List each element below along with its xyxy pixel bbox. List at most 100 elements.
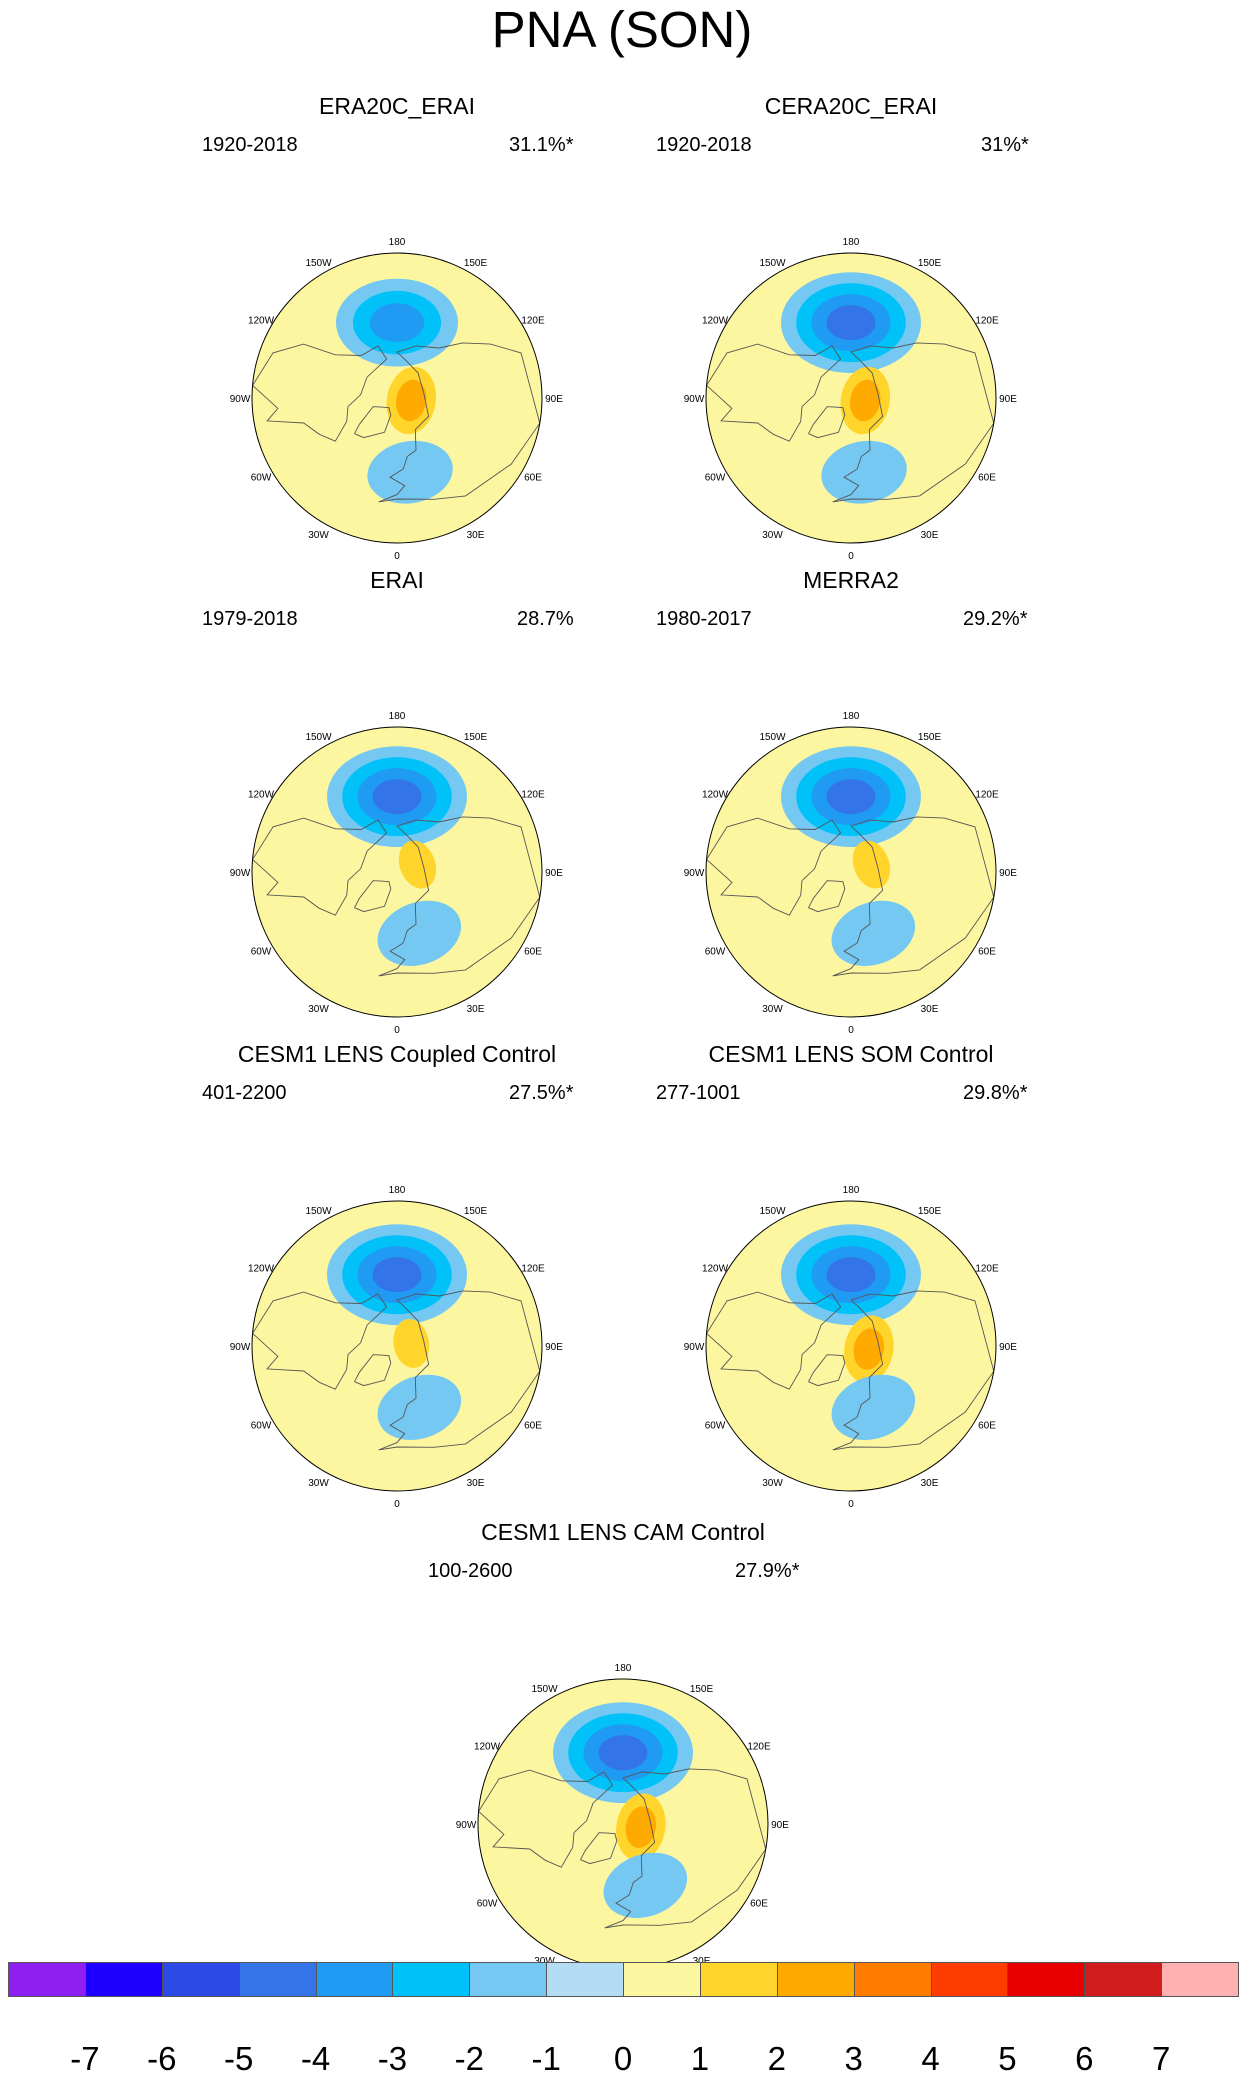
coastline	[354, 880, 392, 913]
longitude-label: 150E	[464, 1206, 488, 1217]
coastline	[354, 406, 392, 439]
longitude-label: 180	[615, 1663, 632, 1674]
longitude-label: 150W	[531, 1684, 558, 1695]
colorbar-box	[623, 1962, 701, 1997]
coastline	[604, 1768, 767, 1929]
longitude-label: 60E	[978, 947, 996, 958]
colorbar-tick-label: -7	[70, 2040, 100, 2077]
colorbar-tick-label: 7	[1151, 2040, 1171, 2077]
panel-era20c: ERA20C_ERAI 1920-2018 31.1%* 180 150E 120E…	[187, 92, 607, 562]
longitude-label: 180	[389, 711, 406, 722]
colorbar-box	[546, 1962, 624, 1997]
longitude-label: 180	[843, 711, 860, 722]
colorbar-box	[776, 1962, 855, 1997]
longitude-label: 90W	[230, 1342, 251, 1353]
longitude-label: 120E	[975, 1264, 999, 1275]
coastline	[808, 406, 846, 439]
longitude-label: 120W	[248, 316, 275, 327]
longitude-label: 150W	[305, 1206, 332, 1217]
longitude-label: 60E	[524, 1421, 542, 1432]
colorbar-box	[84, 1962, 163, 1997]
longitude-label: 30E	[921, 1004, 939, 1015]
longitude-label: 150W	[759, 732, 786, 743]
longitude-label: 60W	[477, 1899, 498, 1910]
colorbar-box	[1084, 1962, 1163, 1997]
longitude-label: 30E	[467, 1004, 485, 1015]
longitude-label: 90W	[230, 394, 251, 405]
longitude-label: 180	[389, 1185, 406, 1196]
colorbar-tick-label: 3	[844, 2040, 863, 2077]
contour-north-atlantic-low-level-1	[377, 900, 462, 966]
colorbar-tick-label: -1	[531, 2040, 561, 2077]
longitude-label: 30E	[467, 530, 485, 541]
longitude-label: 150W	[305, 732, 332, 743]
panel-cera20c: CERA20C_ERAI 1920-2018 31%* 180 150E 120E 9…	[641, 92, 1061, 562]
colorbar	[8, 1962, 1239, 1997]
coastline	[252, 817, 388, 916]
longitude-label: 60W	[705, 947, 726, 958]
figure-title: PNA (SON)	[491, 1, 753, 58]
longitude-label: 60E	[978, 473, 996, 484]
longitude-label: 60W	[251, 1421, 272, 1432]
longitude-label: 0	[394, 1025, 400, 1036]
panel-period: 1920-2018	[656, 134, 752, 156]
coastline	[378, 816, 541, 977]
longitude-label: 150W	[305, 258, 332, 269]
longitude-label: 30E	[921, 1478, 939, 1489]
panel-erai: ERAI 1979-2018 28.7% 180 150E 120E 90E 60E 30…	[187, 566, 607, 1036]
contour-north-pacific-low-level-4	[372, 1257, 422, 1293]
longitude-label: 60E	[524, 473, 542, 484]
colorbar-tick-label: 5	[998, 2040, 1017, 2077]
panel-title: ERA20C_ERAI	[319, 93, 475, 119]
longitude-label: 30W	[308, 1478, 329, 1489]
longitude-label: 120E	[521, 790, 545, 801]
longitude-label: 90E	[545, 1342, 563, 1353]
longitude-label: 90W	[684, 868, 705, 879]
longitude-label: 120W	[702, 1264, 729, 1275]
colorbar-box	[930, 1962, 1009, 1997]
polar-map: 180 150E 120E 90E 60E 30E 0 30W 60W 90W 120W 150W	[684, 1185, 1018, 1510]
longitude-label: 180	[843, 237, 860, 248]
longitude-label: 120E	[521, 316, 545, 327]
colorbar-tick-label: 2	[767, 2040, 786, 2077]
longitude-label: 60E	[524, 947, 542, 958]
panel-period: 277-1001	[656, 1082, 741, 1104]
panel-percent: 31%*	[981, 134, 1029, 156]
colorbar-box	[469, 1962, 548, 1997]
longitude-label: 30W	[308, 1004, 329, 1015]
colorbar-box	[161, 1962, 240, 1997]
longitude-label: 150W	[759, 1206, 786, 1217]
longitude-label: 90W	[684, 1342, 705, 1353]
longitude-label: 30E	[693, 1956, 711, 1967]
panel-coupled: CESM1 LENS Coupled Control 401-2200 27.5…	[187, 1040, 607, 1510]
longitude-label: 150E	[690, 1684, 714, 1695]
longitude-label: 60E	[750, 1899, 768, 1910]
coastline	[580, 1832, 618, 1865]
map-outline	[705, 1200, 997, 1492]
coastline	[378, 1290, 541, 1451]
contour-north-atlantic-low-level-1	[831, 900, 916, 966]
longitude-label: 120E	[975, 790, 999, 801]
longitude-label: 180	[843, 1185, 860, 1196]
polar-map: 180 150E 120E 90E 60E 30E 0 30W 60W 90W 120W 150W	[230, 237, 564, 562]
longitude-label: 0	[394, 551, 400, 562]
panel-percent: 31.1%*	[509, 134, 574, 156]
contour-north-atlantic-europe-low-level-1	[367, 440, 453, 504]
contour-north-pacific-low-level-4	[826, 305, 876, 341]
coastline	[832, 342, 995, 503]
longitude-label: 150W	[759, 258, 786, 269]
contour-north-pacific-low-level-4	[372, 779, 422, 815]
panel-title: CERA20C_ERAI	[764, 93, 938, 119]
longitude-label: 30W	[762, 1004, 783, 1015]
longitude-label: 120E	[747, 1742, 771, 1753]
contour-north-atlantic-europe-low-level-1	[821, 440, 907, 504]
longitude-label: 150E	[918, 732, 942, 743]
colorbar-box	[1007, 1962, 1086, 1997]
map-outline	[705, 252, 997, 544]
coastline	[706, 817, 842, 916]
longitude-label: 120E	[521, 1264, 545, 1275]
contour-north-atlantic-low-level-1	[377, 1374, 462, 1440]
colorbar-tick-label: 0	[613, 2040, 633, 2077]
colorbar-box	[699, 1962, 778, 1997]
polar-map: 180 150E 120E 90E 60E 30E 0 30W 60W 90W 120W 150W	[230, 1185, 564, 1510]
